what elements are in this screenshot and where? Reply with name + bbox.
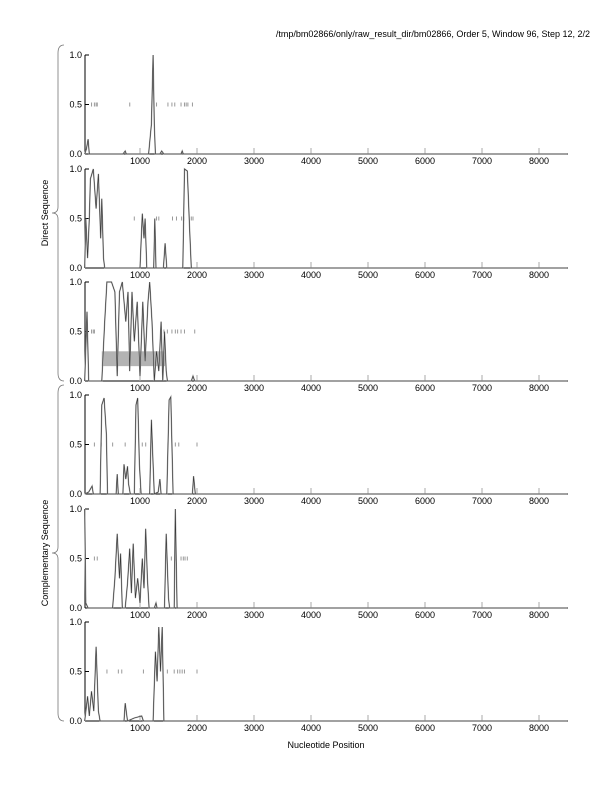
sequence-groups: Direct Sequence Complementary Sequence	[40, 44, 65, 722]
x-tick-label: 1000	[130, 383, 150, 393]
x-tick-label: 3000	[244, 383, 264, 393]
group-brace	[51, 44, 65, 382]
x-tick-label: 2000	[187, 723, 207, 733]
x-tick-label: 5000	[358, 156, 378, 166]
y-tick-label: 0.5	[69, 100, 82, 110]
x-tick-label: 5000	[358, 610, 378, 620]
group-label: Complementary Sequence	[40, 500, 50, 607]
y-tick-label: 0.5	[69, 440, 82, 450]
series-line	[84, 281, 568, 382]
x-tick-label: 7000	[472, 156, 492, 166]
group-label: Direct Sequence	[40, 180, 50, 247]
x-tick-label: 4000	[301, 723, 321, 733]
panel-6: 0.0 0.5 1.0 1000 2000 3000 4000 5000 6000 7000 800…	[69, 617, 568, 733]
x-tick-label: 3000	[244, 496, 264, 506]
x-tick-label: 5000	[358, 723, 378, 733]
x-tick-label: 7000	[472, 723, 492, 733]
x-tick-label: 7000	[472, 270, 492, 280]
x-tick-label: 2000	[187, 270, 207, 280]
x-tick-label: 6000	[415, 496, 435, 506]
y-tick-label: 0.0	[69, 149, 82, 159]
x-tick-label: 6000	[415, 723, 435, 733]
y-tick-label: 1.0	[69, 617, 82, 627]
x-tick-label: 1000	[130, 610, 150, 620]
x-tick-label: 7000	[472, 496, 492, 506]
series-line	[84, 54, 568, 155]
x-tick-label: 6000	[415, 383, 435, 393]
x-tick-label: 4000	[301, 610, 321, 620]
y-tick-label: 0.0	[69, 376, 82, 386]
series-line	[84, 395, 568, 495]
series-line	[84, 508, 568, 609]
panel-5: 0.0 0.5 1.0 1000 2000 3000 4000 5000 6000 7000 800…	[69, 504, 568, 620]
y-tick-label: 0.0	[69, 716, 82, 726]
y-tick-label: 0.5	[69, 667, 82, 677]
x-tick-label: 5000	[358, 270, 378, 280]
panel-3: 0.0 0.5 1.0 1000 2000 3000 4000 5000 6000 7000 800…	[69, 277, 568, 393]
x-axis-label: Nucleotide Position	[287, 740, 364, 750]
y-tick-label: 0.5	[69, 554, 82, 564]
x-tick-label: 1000	[130, 723, 150, 733]
x-tick-label: 3000	[244, 156, 264, 166]
series-line	[84, 626, 568, 722]
x-tick-label: 5000	[358, 383, 378, 393]
x-tick-label: 8000	[529, 496, 549, 506]
x-tick-label: 8000	[529, 383, 549, 393]
panels: 0.0 0.5 1.0 1000 2000 3000 4000 5000 6000 7000 800…	[69, 50, 568, 733]
x-tick-label: 3000	[244, 610, 264, 620]
y-tick-label: 0.0	[69, 489, 82, 499]
y-tick-label: 1.0	[69, 390, 82, 400]
x-tick-label: 5000	[358, 496, 378, 506]
x-tick-label: 3000	[244, 270, 264, 280]
y-tick-label: 0.0	[69, 603, 82, 613]
group-brace	[51, 384, 65, 722]
x-tick-label: 7000	[472, 610, 492, 620]
x-tick-label: 2000	[187, 496, 207, 506]
y-tick-label: 1.0	[69, 504, 82, 514]
y-tick-label: 0.5	[69, 214, 82, 224]
x-tick-label: 7000	[472, 383, 492, 393]
y-tick-label: 1.0	[69, 164, 82, 174]
series-line-gray	[84, 167, 568, 269]
x-tick-label: 6000	[415, 270, 435, 280]
series-line-gray	[84, 54, 568, 155]
panel-2: 0.0 0.5 1.0 1000 2000 3000 4000 5000 6000 7000 800…	[69, 164, 568, 280]
x-tick-label: 2000	[187, 383, 207, 393]
x-tick-label: 4000	[301, 270, 321, 280]
panel-4: 0.0 0.5 1.0 1000 2000 3000 4000 5000 6000 7000 800…	[69, 390, 568, 506]
y-tick-label: 0.5	[69, 327, 82, 337]
x-tick-label: 1000	[130, 496, 150, 506]
x-tick-label: 6000	[415, 610, 435, 620]
chart-title: /tmp/bm02866/only/raw_result_dir/bm02866…	[276, 29, 590, 39]
series-line-gray	[84, 394, 568, 496]
x-tick-label: 6000	[415, 156, 435, 166]
x-tick-label: 2000	[187, 610, 207, 620]
x-tick-label: 3000	[244, 723, 264, 733]
x-tick-label: 8000	[529, 723, 549, 733]
x-tick-label: 2000	[187, 156, 207, 166]
x-tick-label: 4000	[301, 383, 321, 393]
x-tick-label: 1000	[130, 270, 150, 280]
y-tick-label: 0.0	[69, 263, 82, 273]
x-tick-label: 4000	[301, 156, 321, 166]
panel-1: 0.0 0.5 1.0 1000 2000 3000 4000 5000 6000 7000 800…	[69, 50, 568, 166]
x-tick-label: 1000	[130, 156, 150, 166]
x-tick-label: 8000	[529, 610, 549, 620]
y-tick-label: 1.0	[69, 277, 82, 287]
series-line	[84, 168, 568, 269]
x-tick-label: 8000	[529, 156, 549, 166]
x-tick-label: 8000	[529, 270, 549, 280]
y-tick-label: 1.0	[69, 50, 82, 60]
x-tick-label: 4000	[301, 496, 321, 506]
series-line-gray	[84, 508, 568, 609]
